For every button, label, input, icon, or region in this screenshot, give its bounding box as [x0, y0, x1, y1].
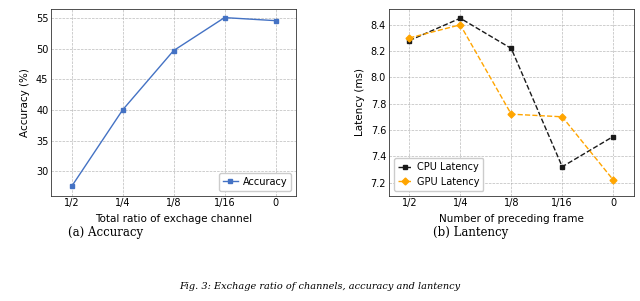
Legend: Accuracy: Accuracy — [219, 173, 291, 191]
CPU Latency — [456, 17, 464, 20]
GPU Latency — [558, 115, 566, 119]
Accuracy — [221, 16, 228, 19]
Legend: CPU Latency, GPU Latency: CPU Latency, GPU Latency — [394, 158, 483, 191]
Y-axis label: Accuracy (%): Accuracy (%) — [20, 68, 30, 137]
GPU Latency — [406, 36, 413, 40]
Text: Fig. 3: Exchage ratio of channels, accuracy and lantency: Fig. 3: Exchage ratio of channels, accur… — [179, 282, 461, 291]
Y-axis label: Latency (ms): Latency (ms) — [355, 68, 365, 136]
Accuracy — [68, 185, 76, 188]
Accuracy — [170, 49, 177, 52]
CPU Latency — [558, 165, 566, 169]
GPU Latency — [609, 178, 617, 182]
Text: (a) Accuracy: (a) Accuracy — [68, 226, 143, 239]
X-axis label: Number of preceding frame: Number of preceding frame — [439, 214, 584, 224]
X-axis label: Total ratio of exchage channel: Total ratio of exchage channel — [95, 214, 252, 224]
GPU Latency — [508, 112, 515, 116]
Accuracy — [271, 19, 279, 23]
Text: (b) Lantency: (b) Lantency — [433, 226, 508, 239]
Accuracy — [119, 108, 127, 112]
CPU Latency — [406, 39, 413, 42]
CPU Latency — [508, 47, 515, 50]
GPU Latency — [456, 23, 464, 26]
Line: Accuracy: Accuracy — [69, 15, 278, 189]
CPU Latency — [609, 135, 617, 138]
Line: GPU Latency: GPU Latency — [407, 22, 616, 182]
Line: CPU Latency: CPU Latency — [407, 16, 616, 169]
